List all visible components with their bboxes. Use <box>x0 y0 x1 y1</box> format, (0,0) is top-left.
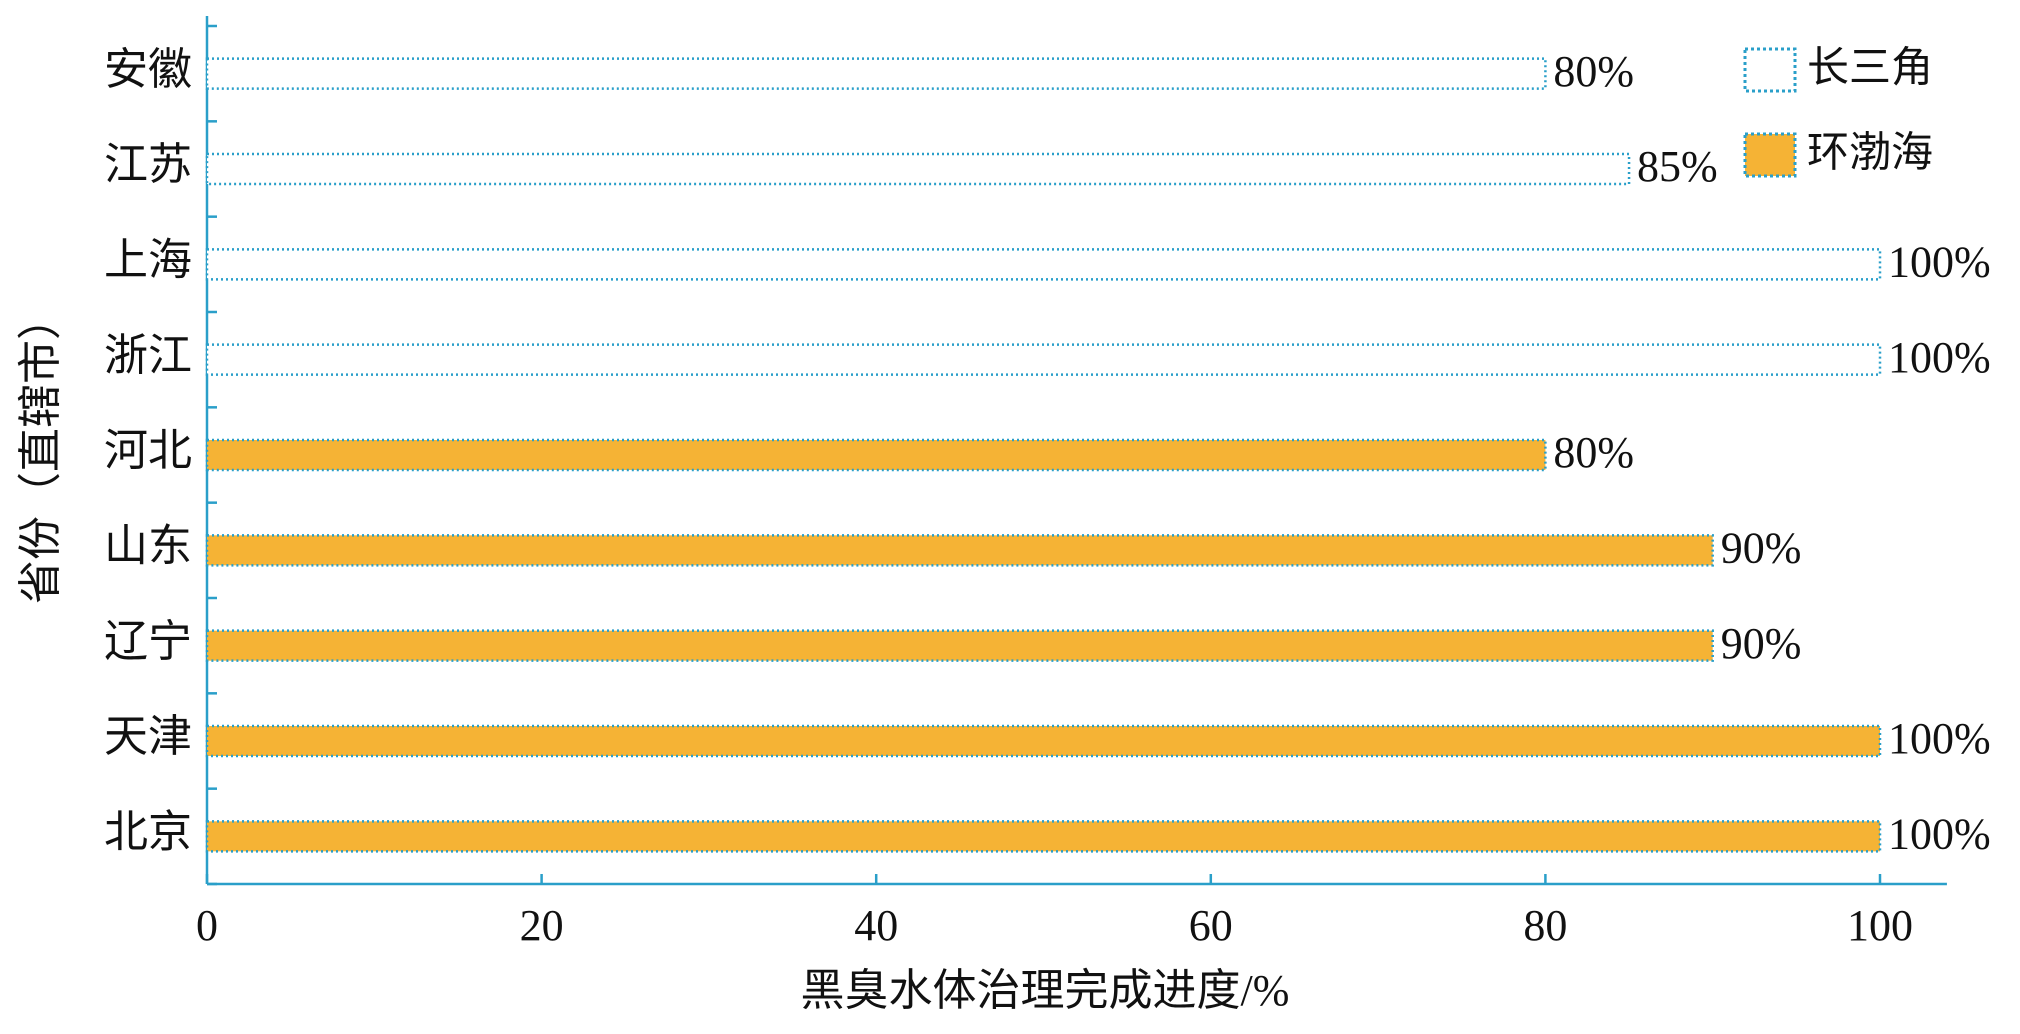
y-axis-title: 省份（直辖市） <box>16 296 65 604</box>
bar <box>205 724 1882 758</box>
value-label: 100% <box>1888 333 1991 382</box>
y-tick-label: 上海 <box>104 235 192 284</box>
x-tick-label: 20 <box>520 901 564 950</box>
value-label: 90% <box>1721 619 1802 668</box>
legend-swatch <box>1743 132 1797 178</box>
bar <box>205 438 1547 472</box>
bar <box>205 534 1714 567</box>
y-tick-label: 辽宁 <box>104 617 192 666</box>
value-label: 80% <box>1553 428 1634 477</box>
value-label: 80% <box>1553 47 1634 96</box>
x-tick-label: 0 <box>196 901 218 950</box>
y-tick-label: 江苏 <box>104 140 192 189</box>
legend-swatch <box>1743 47 1797 93</box>
y-tick-label: 天津 <box>104 712 192 761</box>
x-tick-label: 60 <box>1189 901 1233 950</box>
x-tick-label: 40 <box>854 901 898 950</box>
bar <box>205 629 1714 662</box>
x-axis-title: 黑臭水体治理完成进度/% <box>801 966 1290 1015</box>
x-tick-label: 100 <box>1847 901 1913 950</box>
value-label: 100% <box>1888 809 1991 858</box>
legend-label: 长三角 <box>1807 43 1933 92</box>
bar <box>205 248 1882 281</box>
bar <box>205 820 1882 853</box>
value-label: 85% <box>1637 142 1718 191</box>
bar <box>205 57 1547 90</box>
y-tick-label: 北京 <box>104 807 192 856</box>
value-label: 100% <box>1888 237 1991 286</box>
y-tick-label: 浙江 <box>104 331 192 380</box>
x-tick-label: 80 <box>1523 901 1567 950</box>
value-label: 90% <box>1721 523 1802 572</box>
bar <box>205 343 1882 376</box>
y-tick-label: 安徽 <box>104 45 192 94</box>
bar <box>205 152 1631 186</box>
y-tick-label: 山东 <box>104 521 192 570</box>
value-label: 100% <box>1888 714 1991 763</box>
legend-label: 环渤海 <box>1807 128 1933 177</box>
y-tick-label: 河北 <box>104 426 192 475</box>
